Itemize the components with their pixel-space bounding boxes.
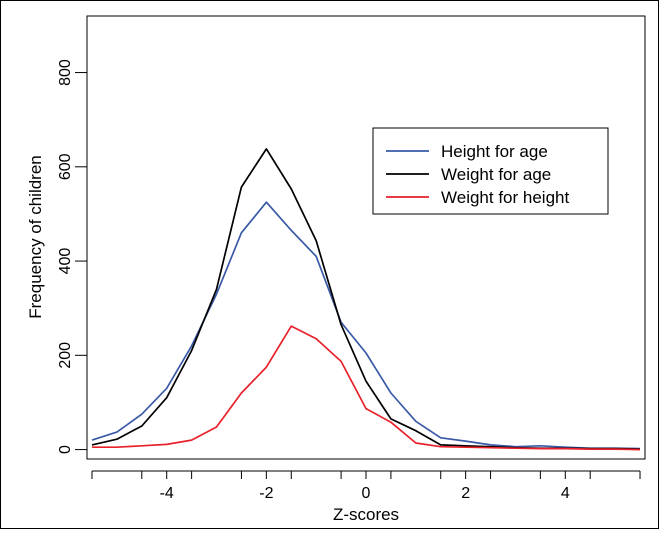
x-tick-label: 0 [362, 485, 371, 502]
legend-label-height-for-age: Height for age [441, 142, 548, 161]
y-tick-label: 800 [57, 59, 74, 86]
plot-area-box [86, 15, 646, 460]
x-tick-label: 2 [461, 485, 470, 502]
x-axis-label: Z-scores [333, 505, 399, 524]
y-tick-label: 600 [57, 153, 74, 180]
x-tick-label: -2 [259, 485, 273, 502]
y-axis: 0 200 400 600 800 [57, 59, 88, 454]
series-layer [91, 148, 641, 451]
x-axis: -4 -2 0 2 4 [91, 470, 641, 502]
y-axis-label: Frequency of children [26, 155, 45, 318]
series-line-weight-for-height [92, 325, 641, 451]
y-tick-label: 400 [57, 248, 74, 275]
x-tick-label: -4 [160, 485, 174, 502]
legend-label-weight-for-height: Weight for height [441, 188, 569, 207]
y-tick-label: 0 [57, 445, 74, 454]
y-tick-label: 200 [57, 342, 74, 369]
legend-box [372, 127, 609, 215]
legend-label-weight-for-age: Weight for age [441, 165, 551, 184]
legend: Height for age Weight for age Weight for h… [372, 127, 609, 215]
x-tick-label: 4 [561, 485, 570, 502]
series-line-height-for-age [91, 201, 641, 450]
